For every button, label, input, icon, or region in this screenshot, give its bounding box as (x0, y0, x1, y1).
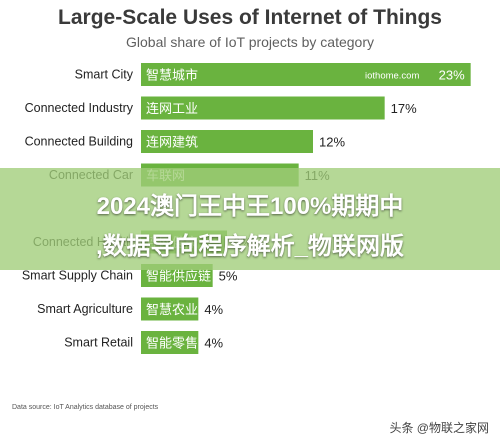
bar-inner-label: 智慧农业 (146, 302, 198, 318)
category-label: Smart City (75, 68, 134, 82)
bar-inner-label: 智慧城市 (146, 68, 198, 84)
source-credit-label: iothome.com (365, 71, 419, 82)
bar-value-label: 12% (319, 135, 345, 150)
bar-value-label: 5% (219, 269, 238, 284)
bar-inner-label: 连网工业 (146, 101, 198, 117)
category-label: Connected Building (25, 135, 133, 149)
bar (141, 297, 199, 321)
category-label: Smart Supply Chain (22, 269, 133, 283)
category-label: Smart Retail (64, 336, 133, 350)
chart-title: Large-Scale Uses of Internet of Things (58, 6, 442, 29)
bar (141, 96, 385, 120)
bar-inner-label: 连网建筑 (146, 135, 198, 151)
overlay-banner (0, 168, 500, 270)
data-source-note: Data source: IoT Analytics database of p… (12, 404, 159, 411)
bar (141, 130, 313, 153)
bar-value-label: 17% (391, 101, 417, 116)
bar-inner-label: 智能零售 (146, 336, 198, 352)
bar-inner-label: 智能供应链 (146, 269, 211, 285)
category-label: Smart Agriculture (37, 302, 133, 316)
bar (141, 331, 199, 354)
bar-value-label: 4% (204, 302, 223, 317)
bar-value-label: 4% (204, 336, 223, 351)
bar-value-label: 23% (439, 68, 465, 83)
category-label: Connected Industry (25, 101, 134, 115)
chart-subtitle: Global share of IoT projects by category (126, 34, 374, 50)
overlay-headline-line-2: ,数据导向程序解析_物联网版 (95, 233, 404, 260)
overlay-headline-line-1: 2024澳门王中王100%期期中 (96, 193, 404, 220)
bar (141, 63, 471, 86)
watermark-text: 头条 @物联之家网 (386, 418, 492, 437)
